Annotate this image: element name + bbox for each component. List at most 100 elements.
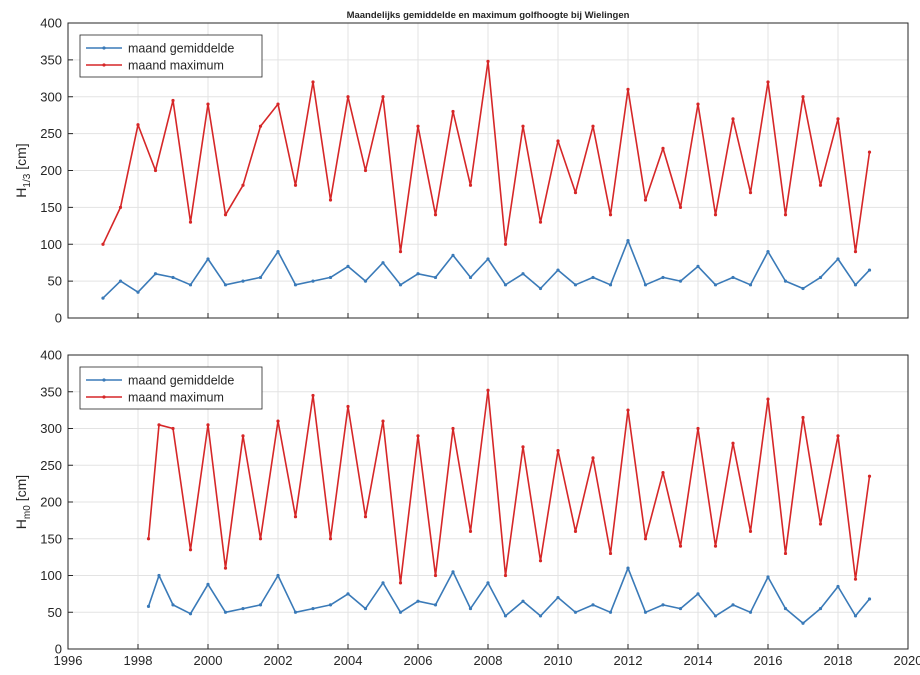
data-point-s2-21	[451, 109, 455, 114]
data-point-s2-16	[363, 168, 368, 173]
data-point-s1-5	[171, 275, 175, 280]
y-tick-label: 350	[40, 384, 62, 399]
data-point-s1-5	[206, 582, 210, 586]
data-point-s1-11	[311, 606, 315, 611]
data-point-s1-2	[118, 279, 123, 283]
data-point-s1-3	[136, 290, 140, 294]
chart-2: 0 50 100 150 200 250 300 350 400 1996 1998 2000 2002…	[13, 348, 920, 669]
y-tick-label: 200	[40, 495, 62, 510]
data-point-s1-11	[276, 250, 280, 254]
data-point-s1-7	[241, 606, 245, 611]
y-tick-label: 150	[40, 200, 62, 215]
data-point-s2-5	[171, 98, 175, 103]
data-point-s1-27	[556, 268, 560, 272]
data-point-s1-12	[328, 603, 333, 607]
data-point-s2-2	[157, 423, 161, 427]
data-point-s1-1	[146, 604, 151, 608]
data-point-s2-44	[853, 250, 858, 254]
y-axis-label-unit: [cm]	[13, 143, 29, 173]
y-axis-label-main: H	[13, 519, 29, 529]
legend-box	[79, 34, 263, 78]
data-point-s2-19	[451, 426, 455, 431]
data-point-s1-20	[433, 275, 438, 280]
data-point-s2-32	[643, 198, 648, 202]
data-point-s2-43	[836, 117, 840, 121]
data-point-s1-25	[556, 595, 560, 600]
y-tick-label: 0	[55, 311, 62, 326]
data-point-s2-18	[433, 573, 438, 578]
data-point-s2-1	[101, 242, 105, 246]
data-point-s1-15	[381, 581, 385, 585]
y-tick-label: 250	[40, 458, 62, 473]
data-point-s1-18	[398, 283, 403, 287]
y-tick-label: 400	[40, 348, 62, 363]
data-point-s2-11	[311, 393, 315, 398]
data-point-s1-4	[188, 612, 193, 616]
legend-marker-2	[102, 63, 106, 67]
data-point-s1-9	[241, 279, 245, 283]
data-point-s1-45	[867, 268, 872, 272]
data-point-s1-33	[696, 592, 700, 596]
data-point-s1-10	[293, 610, 298, 614]
data-point-s1-21	[451, 253, 455, 257]
data-point-s2-4	[153, 168, 158, 173]
data-point-s1-2	[157, 573, 161, 578]
data-point-s1-38	[748, 283, 753, 287]
data-point-s1-9	[276, 573, 280, 578]
data-point-s2-9	[276, 419, 280, 423]
data-point-s1-22	[468, 275, 473, 280]
data-point-s1-35	[731, 603, 735, 607]
x-tick-label: 2008	[474, 653, 503, 668]
y-axis-label-sub: 1/3	[22, 173, 33, 187]
data-point-s1-6	[223, 610, 228, 614]
data-point-s1-33	[661, 275, 665, 280]
data-point-s1-32	[643, 283, 648, 287]
y-axis-label-sub: m0	[22, 505, 33, 519]
data-point-s1-36	[748, 610, 753, 614]
data-point-s2-40	[783, 213, 788, 217]
data-point-s2-23	[521, 445, 525, 449]
data-point-s1-16	[398, 610, 403, 614]
data-point-s2-38	[783, 551, 788, 556]
data-point-s2-37	[731, 117, 735, 121]
data-point-s1-22	[503, 614, 508, 618]
data-point-s2-15	[346, 95, 350, 99]
data-point-s2-39	[766, 80, 770, 84]
data-point-s2-25	[556, 448, 560, 453]
data-point-s2-25	[521, 124, 525, 128]
data-point-s2-11	[276, 102, 280, 106]
data-point-s2-41	[801, 95, 805, 99]
data-point-s1-27	[591, 603, 595, 607]
data-point-s2-35	[731, 441, 735, 445]
data-point-s1-43	[867, 597, 872, 601]
y-tick-label: 300	[40, 89, 62, 104]
legend-label-2: maand maximum	[128, 391, 224, 405]
data-point-s1-14	[363, 606, 368, 611]
data-point-s2-31	[626, 87, 630, 91]
data-point-s2-22	[503, 573, 508, 578]
data-point-s1-35	[696, 264, 700, 268]
y-axis-label: Hm0 [cm]	[13, 475, 33, 529]
data-point-s2-18	[398, 250, 403, 254]
y-tick-label: 100	[40, 568, 62, 583]
data-point-s2-43	[867, 474, 872, 478]
data-point-s2-26	[573, 529, 578, 534]
data-point-s1-29	[591, 275, 595, 280]
data-point-s1-19	[416, 272, 420, 276]
data-point-s1-12	[293, 283, 298, 287]
x-tick-label: 1996	[54, 653, 83, 668]
data-point-s1-8	[258, 603, 263, 607]
data-point-s2-8	[223, 213, 228, 217]
legend-marker-2	[102, 395, 106, 399]
data-point-s2-24	[538, 559, 543, 563]
data-point-s2-34	[713, 544, 718, 548]
data-point-s2-23	[486, 59, 490, 63]
data-point-s2-28	[608, 551, 613, 556]
data-point-s2-29	[591, 124, 595, 128]
data-point-s2-30	[608, 213, 613, 217]
chart-title: Maandelijks gemiddelde en maximum golfho…	[347, 10, 630, 21]
data-point-s2-27	[591, 456, 595, 460]
data-point-s1-7	[206, 257, 210, 261]
legend-label-1: maand gemiddelde	[128, 374, 234, 388]
x-tick-label: 2016	[754, 653, 783, 668]
